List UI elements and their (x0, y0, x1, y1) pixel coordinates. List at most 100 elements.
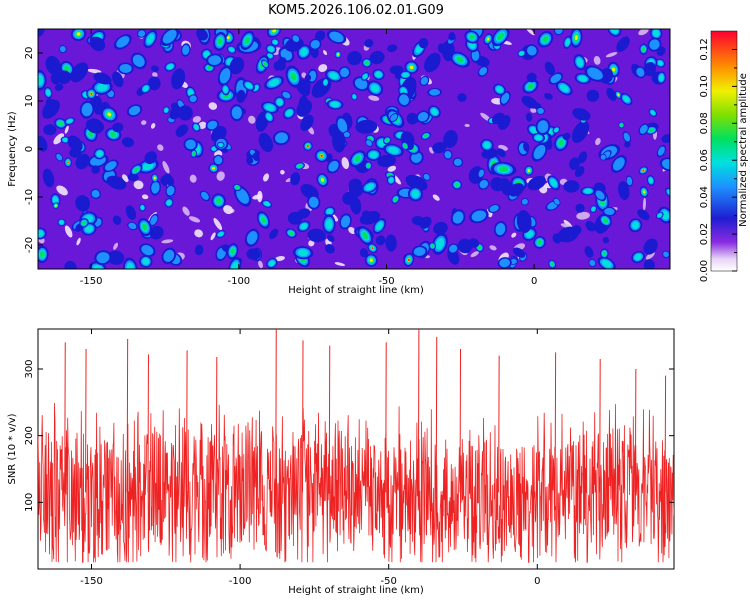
heatmap-peak (411, 152, 422, 163)
heatmap-peak (128, 222, 137, 230)
heatmap-peak (300, 47, 308, 57)
heatmap-peak (116, 36, 130, 48)
heatmap-low-region (64, 125, 69, 134)
heatmap-peak (572, 108, 591, 121)
heatmap-y-axis-label: Frequency (Hz) (7, 111, 18, 187)
heatmap-peak (43, 124, 57, 136)
heatmap-peak (258, 132, 274, 153)
heatmap-peak (272, 40, 278, 45)
heatmap-peak (617, 93, 620, 97)
heatmap-peak (479, 67, 488, 76)
heatmap-peak (349, 196, 362, 215)
heatmap-peak (413, 247, 426, 256)
heatmap-peak (643, 61, 657, 77)
snr-peak-spike (664, 375, 667, 493)
heatmap-peak (658, 74, 664, 82)
heatmap-peak (82, 220, 87, 225)
heatmap-low-region (334, 262, 346, 266)
heatmap-peak (229, 57, 245, 75)
heatmap-low-region (189, 174, 197, 183)
heatmap-peak (347, 51, 362, 66)
heatmap-peak (578, 151, 588, 164)
heatmap-peak (323, 79, 328, 86)
snr-x-tick-label: -150 (80, 576, 103, 587)
snr-panel: -150 -100 -50 0 100 200 300 Height of straight… (7, 328, 675, 596)
heatmap-peak (499, 258, 510, 268)
heatmap-peak (177, 105, 193, 121)
heatmap-peak (550, 73, 562, 84)
heatmap-peak (501, 92, 510, 104)
heatmap-peak (164, 107, 169, 113)
heatmap-low-region (150, 123, 156, 129)
heatmap-peak (121, 137, 135, 148)
snr-peak-spike (64, 342, 66, 493)
heatmap-peak (525, 112, 533, 122)
heatmap-peak (245, 82, 253, 89)
heatmap-peak (642, 169, 645, 172)
heatmap-peak (104, 161, 117, 171)
heatmap-peak (352, 94, 357, 99)
heatmap-peak (266, 113, 272, 121)
heatmap-peak (623, 132, 631, 142)
heatmap-peak (620, 123, 623, 127)
heatmap-peak (403, 144, 407, 148)
heatmap-peak (110, 131, 117, 137)
heatmap-peak (521, 198, 528, 205)
snr-peak-spike (328, 345, 331, 493)
heatmap-peak (163, 249, 175, 262)
heatmap-peak (235, 185, 240, 189)
heatmap-peak (648, 128, 654, 133)
heatmap-peak (263, 61, 267, 66)
heatmap-peak (533, 145, 546, 160)
heatmap-peak (527, 83, 534, 90)
heatmap-peak (107, 112, 112, 117)
colorbar: 0.00 0.02 0.04 0.06 0.08 0.10 0.12 Normalized … (699, 30, 749, 282)
heatmap-peak (228, 47, 235, 52)
heatmap-peak (562, 132, 571, 141)
heatmap-peak (411, 189, 420, 198)
heatmap-peak (265, 104, 275, 111)
heatmap-peak (604, 208, 615, 215)
heatmap-peak (375, 71, 382, 78)
heatmap-peak (206, 65, 212, 70)
snr-x-tick-label: -100 (229, 576, 252, 587)
figure-title: KOM5.2026.106.02.01.G09 (268, 3, 444, 18)
heatmap-peak (90, 92, 93, 95)
colorbar-tick-label: 0.08 (699, 112, 710, 134)
snr-y-tick-label: 300 (24, 359, 35, 378)
heatmap-peak (525, 230, 534, 238)
heatmap-y-tick-label: -10 (24, 189, 35, 205)
heatmap-peak (626, 176, 633, 186)
heatmap-peak (663, 251, 669, 258)
heatmap-low-region (511, 232, 517, 238)
heatmap-peak (432, 142, 447, 154)
heatmap-peak (578, 75, 588, 82)
heatmap-low-region (258, 260, 263, 269)
snr-peak-spike (85, 348, 87, 493)
heatmap-peak (39, 251, 45, 258)
heatmap-low-region (213, 218, 223, 231)
heatmap-peak (498, 166, 509, 173)
heatmap-peak (559, 84, 569, 93)
heatmap-peak (64, 260, 77, 269)
heatmap-low-region (157, 144, 164, 151)
heatmap-low-region (198, 121, 207, 129)
heatmap-peak (340, 67, 350, 78)
heatmap-peak (332, 130, 346, 153)
colorbar-tick-label: 0.00 (699, 260, 710, 282)
heatmap-peak (297, 249, 309, 257)
heatmap-peak (389, 65, 404, 75)
snr-peak-spike (126, 338, 129, 493)
heatmap-peak (219, 68, 231, 84)
heatmap-peak (300, 223, 308, 230)
heatmap-peak (142, 223, 148, 231)
heatmap-low-region (208, 102, 218, 110)
heatmap-peak (585, 221, 596, 232)
heatmap-peak (496, 86, 504, 93)
heatmap-peak (171, 68, 186, 90)
colorbar-gradient (710, 30, 738, 272)
heatmap-x-tick-label: -50 (378, 276, 394, 287)
heatmap-peak (337, 53, 340, 56)
heatmap-peak (142, 162, 154, 171)
heatmap-peak (91, 165, 100, 174)
